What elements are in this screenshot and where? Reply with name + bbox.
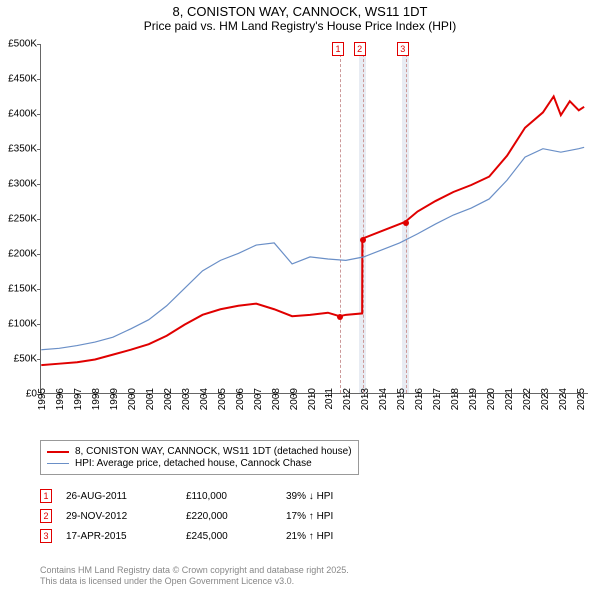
legend-swatch: [47, 463, 69, 464]
footer-attribution: Contains HM Land Registry data © Crown c…: [40, 565, 349, 587]
legend-swatch: [47, 451, 69, 453]
footer-line1: Contains HM Land Registry data © Crown c…: [40, 565, 349, 576]
x-tick-label: 2013: [360, 388, 371, 410]
legend-item: HPI: Average price, detached house, Cann…: [47, 458, 352, 469]
y-tick-label: £50K: [1, 354, 37, 365]
sale-row-diff: 39% ↓ HPI: [286, 491, 406, 502]
x-tick-label: 2023: [540, 388, 551, 410]
x-tick-label: 2004: [199, 388, 210, 410]
x-tick-label: 2012: [342, 388, 353, 410]
sale-row-diff: 17% ↑ HPI: [286, 511, 406, 522]
sale-point-dot: [360, 237, 366, 243]
y-tick-label: £150K: [1, 284, 37, 295]
x-tick-label: 1998: [91, 388, 102, 410]
x-tick-label: 2011: [324, 388, 335, 410]
x-tick-label: 2024: [558, 388, 569, 410]
y-tick-label: £300K: [1, 179, 37, 190]
y-tick-mark: [37, 44, 41, 45]
sale-marker-box: 3: [397, 42, 409, 56]
x-tick-label: 2015: [396, 388, 407, 410]
x-tick-label: 2002: [163, 388, 174, 410]
x-tick-label: 1996: [55, 388, 66, 410]
x-tick-label: 2009: [289, 388, 300, 410]
y-tick-label: £400K: [1, 109, 37, 120]
legend: 8, CONISTON WAY, CANNOCK, WS11 1DT (deta…: [40, 440, 359, 475]
x-tick-label: 2001: [145, 388, 156, 410]
x-tick-label: 2008: [271, 388, 282, 410]
y-tick-label: £350K: [1, 144, 37, 155]
sale-row-price: £245,000: [186, 531, 286, 542]
x-tick-label: 2014: [378, 388, 389, 410]
x-tick-label: 1995: [37, 388, 48, 410]
y-tick-label: £450K: [1, 74, 37, 85]
x-tick-label: 2010: [307, 388, 318, 410]
sale-marker-box: 1: [332, 42, 344, 56]
x-tick-label: 2005: [217, 388, 228, 410]
y-tick-mark: [37, 324, 41, 325]
x-tick-label: 2020: [486, 388, 497, 410]
y-tick-label: £250K: [1, 214, 37, 225]
title-line2: Price paid vs. HM Land Registry's House …: [0, 19, 600, 33]
sale-table-row: 3 17-APR-2015£245,00021% ↑ HPI: [40, 526, 406, 546]
x-tick-label: 1999: [109, 388, 120, 410]
x-tick-label: 2018: [450, 388, 461, 410]
footer-line2: This data is licensed under the Open Gov…: [40, 576, 349, 587]
sale-table-row: 2 29-NOV-2012£220,00017% ↑ HPI: [40, 506, 406, 526]
sale-marker-box: 2: [354, 42, 366, 56]
x-tick-label: 2016: [414, 388, 425, 410]
sale-row-price: £110,000: [186, 491, 286, 502]
y-tick-mark: [37, 184, 41, 185]
sale-point-dot: [403, 220, 409, 226]
x-tick-label: 2019: [468, 388, 479, 410]
sale-row-marker: 2: [40, 509, 52, 523]
legend-item: 8, CONISTON WAY, CANNOCK, WS11 1DT (deta…: [47, 446, 352, 457]
y-tick-label: £500K: [1, 39, 37, 50]
sale-row-date: 29-NOV-2012: [66, 511, 186, 522]
series-hpi: [41, 147, 584, 349]
sale-row-price: £220,000: [186, 511, 286, 522]
legend-label: 8, CONISTON WAY, CANNOCK, WS11 1DT (deta…: [75, 446, 352, 457]
y-tick-mark: [37, 219, 41, 220]
x-tick-label: 2007: [253, 388, 264, 410]
sale-row-marker: 1: [40, 489, 52, 503]
sale-table-row: 1 26-AUG-2011£110,00039% ↓ HPI: [40, 486, 406, 506]
y-tick-mark: [37, 254, 41, 255]
x-tick-label: 1997: [73, 388, 84, 410]
x-tick-label: 2006: [235, 388, 246, 410]
sale-row-date: 26-AUG-2011: [66, 491, 186, 502]
sale-point-dot: [337, 314, 343, 320]
x-tick-label: 2021: [504, 388, 515, 410]
plot-region: £0£50K£100K£150K£200K£250K£300K£350K£400…: [40, 44, 588, 394]
sale-row-date: 17-APR-2015: [66, 531, 186, 542]
y-tick-label: £0: [1, 389, 37, 400]
y-tick-label: £100K: [1, 319, 37, 330]
sale-row-marker: 3: [40, 529, 52, 543]
x-tick-label: 2025: [576, 388, 587, 410]
y-tick-mark: [37, 359, 41, 360]
y-tick-label: £200K: [1, 249, 37, 260]
y-tick-mark: [37, 79, 41, 80]
x-tick-label: 2003: [181, 388, 192, 410]
x-tick-label: 2000: [127, 388, 138, 410]
legend-label: HPI: Average price, detached house, Cann…: [75, 458, 312, 469]
y-tick-mark: [37, 289, 41, 290]
x-tick-label: 2017: [432, 388, 443, 410]
sale-row-diff: 21% ↑ HPI: [286, 531, 406, 542]
y-tick-mark: [37, 149, 41, 150]
sales-table: 1 26-AUG-2011£110,00039% ↓ HPI 2 29-NOV-201…: [40, 486, 406, 546]
chart-header: 8, CONISTON WAY, CANNOCK, WS11 1DT Price…: [0, 0, 600, 33]
chart-area: £0£50K£100K£150K£200K£250K£300K£350K£400…: [40, 44, 588, 394]
x-tick-label: 2022: [522, 388, 533, 410]
series-price_paid: [41, 96, 584, 365]
title-line1: 8, CONISTON WAY, CANNOCK, WS11 1DT: [0, 4, 600, 19]
y-tick-mark: [37, 114, 41, 115]
line-series-svg: [41, 44, 588, 393]
